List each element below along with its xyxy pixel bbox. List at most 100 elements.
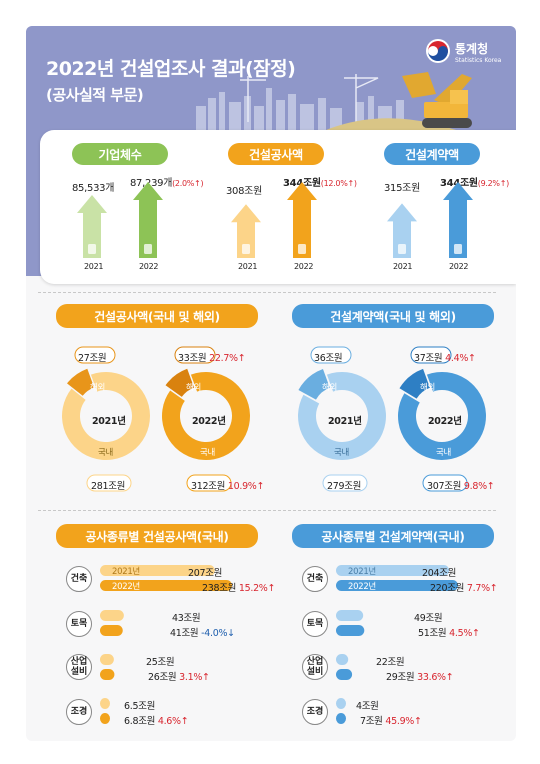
k22-domestic-name: 국내 <box>436 448 452 458</box>
cbld-2022-label: 238조원 15.2%↑ <box>202 583 276 594</box>
ktype-bar-0-0 <box>336 565 450 576</box>
ktype-bar-2-1 <box>336 669 353 680</box>
cat-building-right: 건축 <box>302 566 328 592</box>
k22-domestic-label: 307조원 9.8%↑ <box>427 481 495 492</box>
excavator-icon <box>402 72 472 128</box>
c21-domestic-label: 281조원 <box>91 481 126 492</box>
pill-contract-domestic-overseas: 건설계약액(국내 및 해외) <box>292 304 494 328</box>
kland-2021-label: 4조원 <box>356 701 379 712</box>
contract-arrow-icon-2022 <box>454 244 462 254</box>
k22-domestic-callout <box>422 474 468 492</box>
k21-overseas-label: 36조원 <box>314 353 343 364</box>
page-title: 2022년 건설업조사 결과(잠정) <box>46 58 296 80</box>
firms-2021-label: 85,533개 <box>72 183 115 194</box>
construction-arrow-icon-2021 <box>242 244 250 254</box>
ktype-bar-1-1 <box>336 625 365 636</box>
logo-subtitle: Statistics Korea <box>455 57 502 64</box>
firms-arrow-icon-2021 <box>88 244 96 254</box>
pill-contract-by-type: 공사종류별 건설계약액(국내) <box>292 524 494 548</box>
k22-domestic-slice <box>398 372 487 460</box>
contract-arrow-2021 <box>387 203 417 258</box>
firms-year-2021: 2021 <box>84 262 104 271</box>
cbld-2021-label: 207조원 <box>188 568 223 579</box>
k21-domestic-slice <box>298 372 387 461</box>
summary-arrow-chart <box>77 182 473 258</box>
contract-arrow-2022 <box>443 182 473 258</box>
c21-overseas-slice <box>67 368 95 396</box>
k22-overseas-name: 해외 <box>420 383 436 393</box>
c22-domestic-callout <box>186 474 232 492</box>
construction-arrow-icon-2022 <box>298 244 306 254</box>
firms-2022-label: 87,239개(2.0%↑) <box>130 178 204 189</box>
divider-top <box>38 292 496 293</box>
c21-overseas-group <box>67 368 95 396</box>
logo-name: 통계청 <box>455 42 489 56</box>
ctype-bar-0-1 <box>100 580 232 591</box>
ctype-bar-3-0 <box>100 698 110 709</box>
firms-arrow-icon-2022 <box>144 244 152 254</box>
ctype-bar-1-1 <box>100 625 123 636</box>
c22-overseas-group <box>165 368 195 397</box>
k21-overseas-slice <box>298 368 330 400</box>
ktype-bar-2-0 <box>336 654 349 665</box>
k21-year-label: 2021년 <box>328 416 362 427</box>
cland-2022-label: 6.8조원 4.6%↑ <box>124 716 189 727</box>
pill-construction-domestic-overseas: 건설공사액(국내 및 해외) <box>56 304 258 328</box>
kbld-2021-label: 204조원 <box>422 568 457 579</box>
cat-landscape-right: 조경 <box>302 699 328 725</box>
pill-firms: 기업체수 <box>72 143 168 165</box>
firms-year-2022: 2022 <box>139 262 159 271</box>
pill-construction: 건설공사액 <box>228 143 324 165</box>
kcivil-2022-label: 51조원 4.5%↑ <box>418 628 480 639</box>
contract-2021-label: 315조원 <box>384 183 420 194</box>
ctype-bar-3-1 <box>100 713 110 724</box>
k22-overseas-slice <box>399 368 430 399</box>
cplant-2022-label: 26조원 3.1%↑ <box>148 672 210 683</box>
c22-domestic-name: 국내 <box>200 448 216 458</box>
c22-domestic-slice <box>162 372 251 460</box>
contract-year-2022: 2022 <box>449 262 469 271</box>
construction-year-2022: 2022 <box>294 262 314 271</box>
construction-arrow-2021 <box>231 204 261 258</box>
k21-overseas-callout <box>310 346 352 364</box>
construction-arrow-2022 <box>287 182 317 258</box>
kbld-2022-label: 220조원 7.7%↑ <box>430 583 498 594</box>
page-subtitle: (공사실적 부문) <box>46 86 144 104</box>
kplant-2022-label: 29조원 33.6%↑ <box>386 672 454 683</box>
k21-domestic-name: 국내 <box>334 448 350 458</box>
construction-2021-label: 308조원 <box>226 186 262 197</box>
k21-domestic-label: 279조원 <box>327 481 362 492</box>
c22-overseas-callout <box>174 346 216 364</box>
ktype-bar-1-0 <box>336 610 364 621</box>
kplant-2021-label: 22조원 <box>376 657 405 668</box>
k22-year-label: 2022년 <box>428 416 462 427</box>
cbld-year-2021: 2021년 <box>112 567 140 577</box>
k22-overseas-group <box>399 368 430 399</box>
cat-civil-left: 토목 <box>66 611 92 637</box>
ctype-bar-2-0 <box>100 654 114 665</box>
divider-middle <box>38 510 496 511</box>
firms-arrow-2021 <box>77 194 107 258</box>
cbld-year-2022: 2022년 <box>112 582 140 592</box>
c22-overseas-slice <box>165 368 195 397</box>
k21-overseas-group <box>298 368 330 400</box>
c21-overseas-callout <box>74 346 116 364</box>
contract-year-2021: 2021 <box>393 262 413 271</box>
c22-domestic-label: 312조원 10.9%↑ <box>191 481 265 492</box>
k22-overseas-callout <box>410 346 452 364</box>
k21-overseas-name: 해외 <box>322 383 338 393</box>
c22-year-label: 2022년 <box>192 416 226 427</box>
pill-contract: 건설계약액 <box>384 143 480 165</box>
pill-construction-by-type: 공사종류별 건설공사액(국내) <box>56 524 258 548</box>
ktype-bar-3-1 <box>336 713 346 724</box>
cat-plant-left: 산업 설비 <box>66 654 92 680</box>
cplant-2021-label: 25조원 <box>146 657 175 668</box>
c21-domestic-name: 국내 <box>98 448 114 458</box>
c21-domestic-callout <box>86 474 132 492</box>
k22-overseas-label: 37조원 4.4%↑ <box>414 353 476 364</box>
ctype-bar-0-0 <box>100 565 215 576</box>
kbld-year-2022: 2022년 <box>348 582 376 592</box>
ktype-bar-0-1 <box>336 580 458 591</box>
